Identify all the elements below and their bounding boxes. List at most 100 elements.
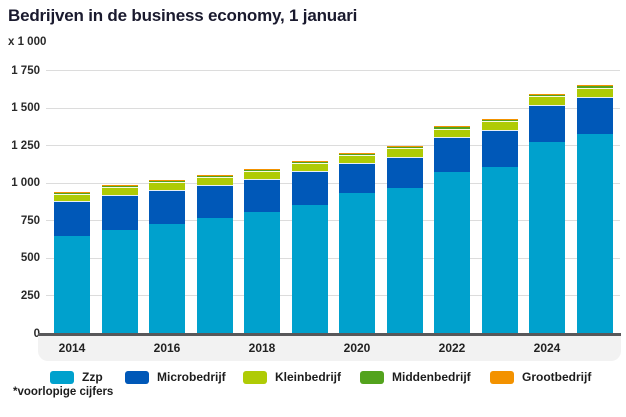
bar-segment-zzp-2016 [149, 224, 185, 334]
bar-segment-zzp-2019 [291, 204, 328, 334]
gridline-y-500 [46, 257, 620, 259]
bar-2022 [434, 71, 470, 334]
bar-segment-middenbedrijf-2014 [54, 192, 90, 195]
bar-segment-zzp-2025 [576, 134, 613, 334]
bar-segment-middenbedrijf-2024 [529, 94, 565, 97]
gridline-y-1250 [46, 145, 620, 147]
bar-2018 [244, 71, 280, 334]
bar-segment-middenbedrijf-2015 [101, 185, 138, 188]
bar-segment-kleinbedrijf-2019 [291, 162, 328, 172]
bar-segment-middenbedrijf-2019 [291, 161, 328, 163]
legend-label-kleinbedrijf: Kleinbedrijf [275, 370, 342, 384]
bar-2021 [386, 71, 423, 334]
footnote: *voorlopige cijfers [13, 386, 114, 398]
bar-segment-middenbedrijf-2020 [339, 153, 375, 155]
bar-segment-microbedrijf-2017 [196, 184, 233, 219]
bar-segment-zzp-2015 [101, 230, 138, 334]
bar-segment-zzp-2020 [339, 193, 375, 334]
bar-segment-kleinbedrijf-2020 [339, 154, 375, 164]
x-tick-label-2024: 2024 [533, 340, 561, 355]
bar-2015 [101, 71, 138, 334]
x-tick-label-2018: 2018 [248, 340, 276, 355]
bar-segment-kleinbedrijf-2022 [434, 128, 470, 138]
legend-swatch-middenbedrijf [360, 370, 384, 384]
y-tick-label-0: 0 [33, 327, 40, 340]
x-tick-label-2016: 2016 [153, 340, 181, 355]
bar-segment-microbedrijf-2018 [244, 179, 280, 212]
legend: Zzp Microbedrijf Kleinbedrijf Middenbedrijf… [0, 370, 626, 386]
legend-label-microbedrijf: Microbedrijf [157, 370, 226, 384]
bar-segment-kleinbedrijf-2018 [244, 171, 280, 180]
bar-segment-zzp-2021 [386, 188, 423, 334]
bar-segment-microbedrijf-2020 [339, 163, 375, 194]
bar-2017 [196, 71, 233, 334]
bar-segment-zzp-2023 [481, 167, 518, 334]
bar-segment-microbedrijf-2014 [54, 201, 90, 237]
bar-segment-zzp-2024 [529, 141, 565, 334]
bar-segment-kleinbedrijf-2016 [149, 182, 185, 190]
bar-2023 [481, 71, 518, 334]
bar-segment-microbedrijf-2025 [576, 96, 613, 135]
bar-segment-kleinbedrijf-2024 [529, 96, 565, 105]
gridline-y-750 [46, 220, 620, 222]
y-tick-label-1500: 1 500 [11, 102, 40, 115]
gridline-y-1750 [46, 70, 620, 71]
bar-2014 [54, 71, 90, 334]
bar-2016 [149, 71, 185, 334]
legend-label-zzp: Zzp [82, 370, 103, 384]
plot-area [46, 70, 620, 334]
bar-2020 [339, 71, 375, 334]
legend-swatch-microbedrijf [125, 370, 149, 384]
bar-segment-kleinbedrijf-2015 [101, 187, 138, 195]
legend-swatch-kleinbedrijf [243, 370, 267, 384]
legend-swatch-zzp [50, 370, 74, 384]
x-axis-band: 2014 2016 2018 2020 2022 2024 [38, 335, 621, 361]
x-tick-label-2014: 2014 [58, 340, 86, 355]
bar-segment-middenbedrijf-2023 [481, 119, 518, 122]
bar-segment-microbedrijf-2015 [101, 194, 138, 231]
y-tick-label-1750: 1 750 [11, 64, 40, 77]
x-tick-label-2022: 2022 [438, 340, 466, 355]
legend-swatch-grootbedrijf [490, 370, 514, 384]
bar-segment-middenbedrijf-2018 [244, 169, 280, 172]
bar-2024 [529, 71, 565, 334]
bar-segment-kleinbedrijf-2014 [54, 194, 90, 202]
bar-segment-microbedrijf-2022 [434, 137, 470, 173]
bar-segment-microbedrijf-2016 [149, 189, 185, 225]
legend-item-kleinbedrijf: Kleinbedrijf [243, 370, 341, 384]
y-tick-label-750: 750 [20, 214, 40, 227]
bar-segment-middenbedrijf-2022 [434, 126, 470, 129]
bar-segment-microbedrijf-2024 [529, 104, 565, 142]
x-tick-label-2020: 2020 [343, 340, 371, 355]
legend-label-grootbedrijf: Grootbedrijf [522, 370, 592, 384]
y-tick-label-1250: 1 250 [11, 139, 40, 152]
legend-item-middenbedrijf: Middenbedrijf [360, 370, 471, 384]
y-tick-label-250: 250 [20, 289, 40, 302]
bar-segment-middenbedrijf-2021 [386, 146, 423, 149]
gridline-y-1000 [46, 182, 620, 184]
gridline-y-1500 [46, 107, 620, 109]
y-tick-label-1000: 1 000 [11, 177, 40, 190]
bar-segment-middenbedrijf-2025 [576, 85, 613, 88]
bar-segment-microbedrijf-2019 [291, 171, 328, 205]
y-axis-unit-label: x 1 000 [8, 36, 47, 48]
bar-segment-microbedrijf-2021 [386, 156, 423, 189]
legend-item-zzp: Zzp [50, 370, 103, 384]
chart-title: Bedrijven in de business economy, 1 janu… [8, 6, 358, 25]
legend-label-middenbedrijf: Middenbedrijf [392, 370, 471, 384]
bar-segment-microbedrijf-2023 [481, 129, 518, 168]
bar-segment-zzp-2014 [54, 236, 90, 334]
bar-2019 [291, 71, 328, 334]
bar-segment-zzp-2022 [434, 172, 470, 334]
legend-item-grootbedrijf: Grootbedrijf [490, 370, 591, 384]
bar-segment-kleinbedrijf-2023 [481, 121, 518, 130]
bar-segment-kleinbedrijf-2025 [576, 88, 613, 97]
bar-segment-zzp-2017 [196, 218, 233, 334]
bar-2025 [576, 71, 613, 334]
legend-item-microbedrijf: Microbedrijf [125, 370, 226, 384]
y-tick-label-500: 500 [20, 252, 40, 265]
bar-segment-kleinbedrijf-2021 [386, 148, 423, 157]
bar-segment-middenbedrijf-2017 [196, 175, 233, 177]
bar-segment-zzp-2018 [244, 211, 280, 334]
